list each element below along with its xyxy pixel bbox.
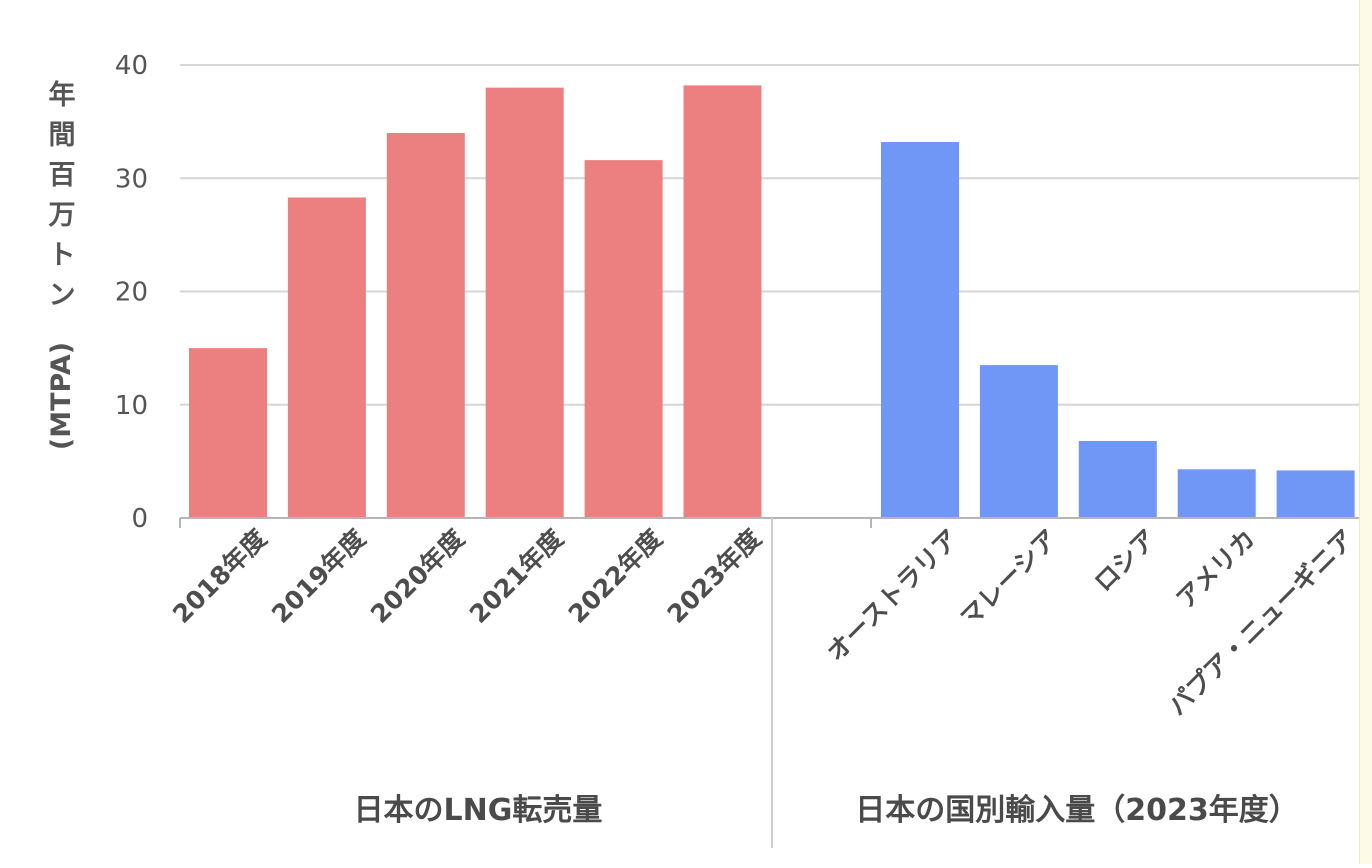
y-axis-label-char: ト [49, 240, 76, 271]
bar [1078, 440, 1157, 518]
category-label: オーストラリア [821, 524, 964, 667]
bar [1177, 469, 1256, 518]
y-axis-label-unit: (MTPA) [46, 342, 77, 450]
category-label: ロシア [1088, 524, 1162, 598]
y-axis-label-char: 間 [49, 120, 76, 151]
bar [189, 348, 267, 518]
y-tick-label: 10 [115, 391, 148, 421]
y-axis-label-char: ン [49, 280, 76, 311]
y-axis-label-char: 百 [49, 160, 76, 191]
y-tick-label: 40 [115, 51, 148, 81]
bar [485, 87, 564, 519]
bar [881, 142, 959, 518]
bars [189, 85, 1355, 519]
page-edge-strip [1359, 0, 1372, 864]
category-label: 2021年度 [464, 524, 569, 629]
bar [386, 132, 465, 518]
group-title: 日本の国別輸入量（2023年度） [855, 793, 1299, 828]
group-title: 日本のLNG転売量 [354, 793, 603, 828]
axes [179, 517, 1362, 848]
bar [287, 197, 366, 518]
y-tick-label: 20 [115, 278, 148, 308]
bar [979, 365, 1058, 518]
bar [683, 85, 762, 518]
category-label: 2018年度 [167, 524, 272, 629]
group-titles: 日本のLNG転売量 日本の国別輸入量（2023年度） [354, 793, 1299, 828]
category-label: アメリカ [1171, 524, 1261, 614]
gridlines [180, 64, 1362, 406]
y-axis-ticks: 0 10 20 30 40 [115, 51, 148, 534]
y-axis-label-char: 万 [49, 200, 76, 231]
y-tick-label: 0 [131, 504, 148, 534]
y-axis-label-char: 年 [49, 79, 76, 111]
category-label: パプア・ニューギニア [1163, 524, 1360, 721]
category-label: マレーシア [955, 524, 1064, 633]
category-label: 2022年度 [563, 524, 668, 629]
bar [1276, 470, 1355, 518]
bar [584, 160, 663, 518]
category-label: 2020年度 [365, 524, 470, 629]
category-label: 2019年度 [266, 524, 371, 629]
category-label: 2023年度 [662, 524, 767, 629]
y-tick-label: 30 [115, 164, 148, 194]
